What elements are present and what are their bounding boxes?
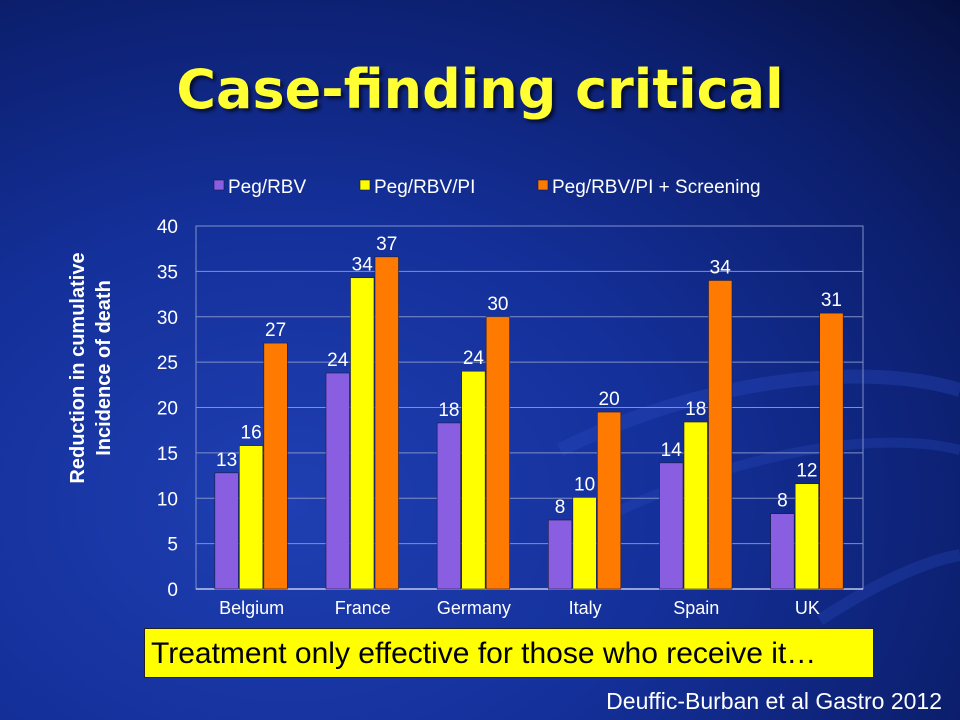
bar — [794, 483, 819, 590]
data-label: 30 — [487, 294, 508, 315]
bar — [819, 312, 844, 590]
legend-label: Peg/RBV — [228, 177, 306, 198]
y-tick-label: 10 — [157, 489, 178, 510]
data-label: 18 — [685, 399, 706, 420]
data-label: 13 — [216, 450, 237, 471]
y-tick-label: 15 — [157, 444, 178, 465]
data-label: 10 — [574, 474, 595, 495]
legend-swatch — [359, 179, 371, 191]
bar — [263, 342, 288, 590]
data-label: 24 — [327, 350, 349, 371]
bar — [659, 462, 684, 590]
data-label: 16 — [241, 423, 262, 444]
slide-title: Case-finding critical — [176, 58, 784, 121]
bar — [461, 370, 486, 590]
data-label: 20 — [599, 389, 620, 410]
bar — [485, 316, 510, 590]
bar — [214, 472, 239, 590]
bar — [770, 513, 795, 590]
legend-label: Peg/RBV/PI + Screening — [552, 177, 761, 198]
bar — [548, 519, 573, 590]
data-label: 27 — [265, 320, 286, 341]
y-tick-label: 35 — [157, 262, 178, 283]
bar — [708, 280, 733, 590]
y-axis-title-line: Reduction in cumulative — [67, 252, 89, 483]
y-tick-label: 30 — [157, 308, 178, 329]
x-tick-label: Germany — [437, 598, 511, 618]
data-label: 31 — [821, 290, 842, 311]
callout-box: Treatment only effective for those who r… — [144, 628, 874, 678]
bar — [239, 445, 264, 590]
bar — [436, 422, 461, 590]
x-tick-label: Spain — [673, 598, 719, 618]
y-tick-label: 5 — [167, 535, 178, 556]
data-label: 14 — [661, 440, 683, 461]
data-label: 37 — [376, 234, 397, 255]
y-axis-title: Reduction in cumulative Incidence of deat… — [67, 252, 115, 483]
data-label: 24 — [463, 348, 485, 369]
data-label: 34 — [352, 255, 374, 276]
bar — [683, 421, 708, 590]
y-tick-label: 40 — [157, 217, 178, 238]
y-tick-label: 20 — [157, 399, 178, 420]
x-tick-label: Belgium — [219, 598, 284, 618]
data-label: 8 — [555, 497, 566, 518]
bar — [325, 372, 350, 590]
x-tick-label: Italy — [569, 598, 602, 618]
x-tick-label: France — [335, 598, 391, 618]
y-tick-label: 0 — [167, 580, 178, 601]
data-label: 8 — [777, 491, 788, 512]
data-label: 12 — [796, 461, 817, 482]
legend-label: Peg/RBV/PI — [374, 177, 475, 198]
bar — [572, 497, 597, 590]
legend-swatch — [537, 179, 549, 191]
bar — [597, 411, 622, 590]
bar — [374, 256, 399, 590]
citation: Deuffic-Burban et al Gastro 2012 — [606, 688, 942, 714]
y-axis-title-line: Incidence of death — [93, 280, 115, 456]
bar — [350, 277, 375, 590]
x-tick-label: UK — [795, 598, 820, 618]
data-label: 18 — [438, 400, 459, 421]
y-tick-label: 25 — [157, 353, 178, 374]
legend-swatch — [213, 179, 225, 191]
data-label: 34 — [710, 257, 732, 278]
